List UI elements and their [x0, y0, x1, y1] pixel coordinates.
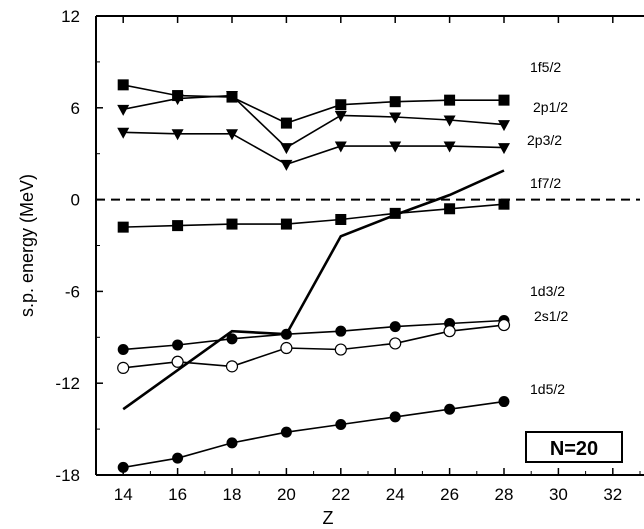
y-tick-label: -12 — [55, 374, 80, 393]
filled-circle-marker — [226, 333, 238, 345]
triangle-marker — [117, 127, 130, 139]
triangle-marker — [334, 110, 347, 122]
triangle-marker — [443, 115, 456, 127]
series-line — [123, 324, 505, 369]
triangle-marker — [171, 129, 184, 141]
series-unlabeled-line — [122, 169, 505, 411]
triangle-marker — [226, 91, 238, 103]
x-tick-label: 18 — [223, 485, 242, 504]
series-line — [123, 203, 505, 228]
series-line — [122, 169, 505, 411]
open-circle-marker — [334, 343, 347, 356]
x-tick-label: 16 — [168, 485, 187, 504]
triangle-marker — [171, 94, 184, 106]
triangle-marker — [498, 143, 510, 155]
open-circle-marker — [497, 318, 511, 332]
filled-circle-marker — [335, 419, 347, 431]
square-marker — [335, 213, 347, 225]
x-axis-title: Z — [323, 508, 334, 528]
x-tick-label: 22 — [331, 485, 350, 504]
series-layer — [117, 79, 511, 473]
series-label-1f7-2: 1f7/2 — [530, 175, 561, 191]
square-marker — [444, 94, 456, 106]
series-line — [123, 94, 505, 149]
y-tick-label: -18 — [55, 466, 80, 485]
filled-circle-marker — [335, 325, 347, 337]
filled-circle-marker — [172, 339, 184, 351]
x-tick-label: 26 — [440, 485, 459, 504]
filled-circle-marker — [117, 344, 129, 356]
series-2s1-2 — [117, 318, 511, 374]
y-axis-title: s.p. energy (MeV) — [17, 174, 37, 317]
open-circle-marker — [389, 337, 402, 350]
square-marker — [335, 99, 347, 111]
label-layer: 14 16 18 20 22 24 26 28 30 32 12 6 0 -6 -12 -18 Zs.p. en… — [17, 7, 623, 528]
series-2p1-2 — [117, 91, 510, 155]
triangle-marker — [280, 143, 293, 155]
plot-frame — [95, 15, 644, 476]
series-line — [123, 84, 504, 124]
triangle-marker — [443, 141, 456, 153]
x-tick-label: 20 — [277, 485, 296, 504]
series-line — [123, 400, 505, 469]
filled-circle-marker — [444, 403, 456, 415]
x-tick-label: 30 — [549, 485, 568, 504]
square-marker — [389, 207, 401, 219]
annotation-label: N=20 — [550, 438, 598, 460]
y-tick-label: 0 — [71, 191, 80, 210]
open-circle-marker — [280, 341, 293, 355]
series-label-1f5-2: 1f5/2 — [530, 59, 561, 75]
series-label-2p1-2: 2p1/2 — [533, 99, 568, 115]
filled-circle-marker — [172, 452, 184, 464]
annotation-box — [525, 431, 623, 463]
series-label-2p3-2: 2p3/2 — [527, 132, 562, 148]
square-marker — [172, 220, 184, 232]
series-1d5-2 — [117, 396, 510, 473]
square-marker — [117, 221, 129, 233]
square-marker — [226, 218, 238, 230]
y-tick-label: 6 — [71, 99, 80, 118]
square-marker — [498, 198, 510, 210]
triangle-marker — [498, 120, 510, 132]
y-tick-label: 12 — [61, 7, 80, 26]
triangle-marker — [226, 129, 238, 141]
x-tick-label: 24 — [386, 485, 405, 504]
triangle-marker — [117, 104, 130, 116]
series-label-1d5-2: 1d5/2 — [530, 381, 565, 397]
triangle-marker — [389, 112, 402, 124]
open-circle-marker — [117, 361, 130, 374]
square-marker — [117, 79, 129, 91]
series-line — [123, 319, 505, 351]
x-tick-label: 32 — [603, 485, 622, 504]
series-1f7-2 — [117, 198, 510, 233]
triangle-marker — [334, 141, 347, 153]
series-1d3-2 — [117, 314, 510, 356]
square-marker — [280, 218, 292, 230]
square-marker — [280, 117, 292, 129]
filled-circle-marker — [280, 426, 292, 438]
square-marker — [389, 96, 401, 108]
series-line — [123, 131, 505, 166]
open-circle-marker — [443, 325, 456, 338]
series-label-1d3-2: 1d3/2 — [530, 283, 565, 299]
open-circle-marker — [225, 360, 239, 373]
series-2p3-2 — [117, 127, 510, 171]
x-tick-label: 14 — [114, 485, 133, 504]
open-circle-marker — [171, 355, 184, 368]
series-label-2s1-2: 2s1/2 — [534, 308, 568, 324]
x-tick-label: 28 — [495, 485, 514, 504]
triangle-marker — [389, 141, 402, 153]
square-marker — [444, 203, 456, 215]
square-marker — [498, 94, 510, 106]
triangle-marker — [280, 159, 293, 171]
filled-circle-marker — [498, 396, 510, 408]
filled-circle-marker — [389, 321, 401, 333]
y-tick-label: -6 — [65, 282, 80, 301]
filled-circle-marker — [117, 461, 129, 473]
filled-circle-marker — [226, 437, 238, 449]
filled-circle-marker — [280, 328, 292, 340]
filled-circle-marker — [389, 411, 401, 423]
